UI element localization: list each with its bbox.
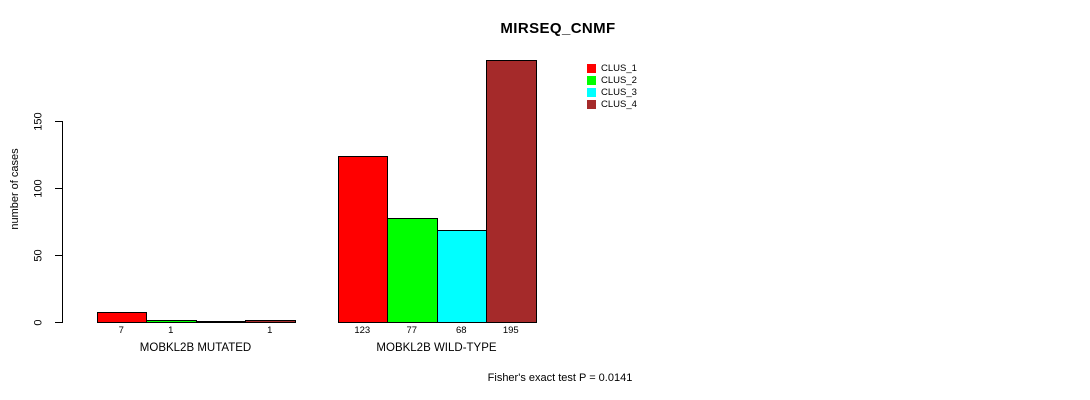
legend-label-clus_3: CLUS_3 (601, 87, 637, 98)
y-axis-line (62, 121, 63, 323)
legend-swatch-clus_3 (587, 88, 596, 97)
bar-count-label: 123 (354, 325, 371, 336)
bar-clus_2-group2 (387, 217, 438, 323)
bar-clus_1-group2 (337, 156, 388, 323)
y-axis-title: number of cases (9, 148, 21, 230)
y-tick-label-50: 50 (32, 248, 45, 262)
legend-label-clus_4: CLUS_4 (601, 99, 637, 110)
y-tick-100 (55, 188, 62, 189)
bar-count-label: 77 (406, 325, 418, 336)
bar-clus_4-group2 (486, 59, 537, 323)
group-label-2: MOBKL2B WILD-TYPE (376, 342, 497, 354)
bar-count-label: 7 (118, 325, 124, 336)
fisher-test-annotation: Fisher's exact test P = 0.0141 (487, 372, 633, 384)
y-tick-0 (55, 322, 62, 323)
bar-clus_1-group1 (96, 311, 147, 323)
y-tick-label-150: 150 (32, 111, 45, 131)
bar-clus_2-group1 (146, 319, 197, 323)
y-tick-label-0: 0 (32, 318, 45, 326)
bar-count-label: 68 (455, 325, 467, 336)
bar-count-label: 1 (267, 325, 273, 336)
bar-count-label: 1 (168, 325, 174, 336)
bar-clus_3-group1 (195, 321, 246, 323)
legend-swatch-clus_1 (587, 64, 596, 73)
chart-title: MIRSEQ_CNMF (500, 20, 616, 37)
legend-label-clus_2: CLUS_2 (601, 75, 637, 86)
bar-clus_3-group2 (436, 229, 487, 323)
group-label-1: MOBKL2B MUTATED (139, 342, 252, 354)
bar-count-label: 195 (502, 325, 519, 336)
y-tick-150 (55, 121, 62, 122)
y-tick-50 (55, 255, 62, 256)
y-tick-label-100: 100 (32, 178, 45, 198)
legend-swatch-clus_2 (587, 76, 596, 85)
legend-label-clus_1: CLUS_1 (601, 63, 637, 74)
legend-swatch-clus_4 (587, 100, 596, 109)
bar-clus_4-group1 (245, 319, 296, 323)
